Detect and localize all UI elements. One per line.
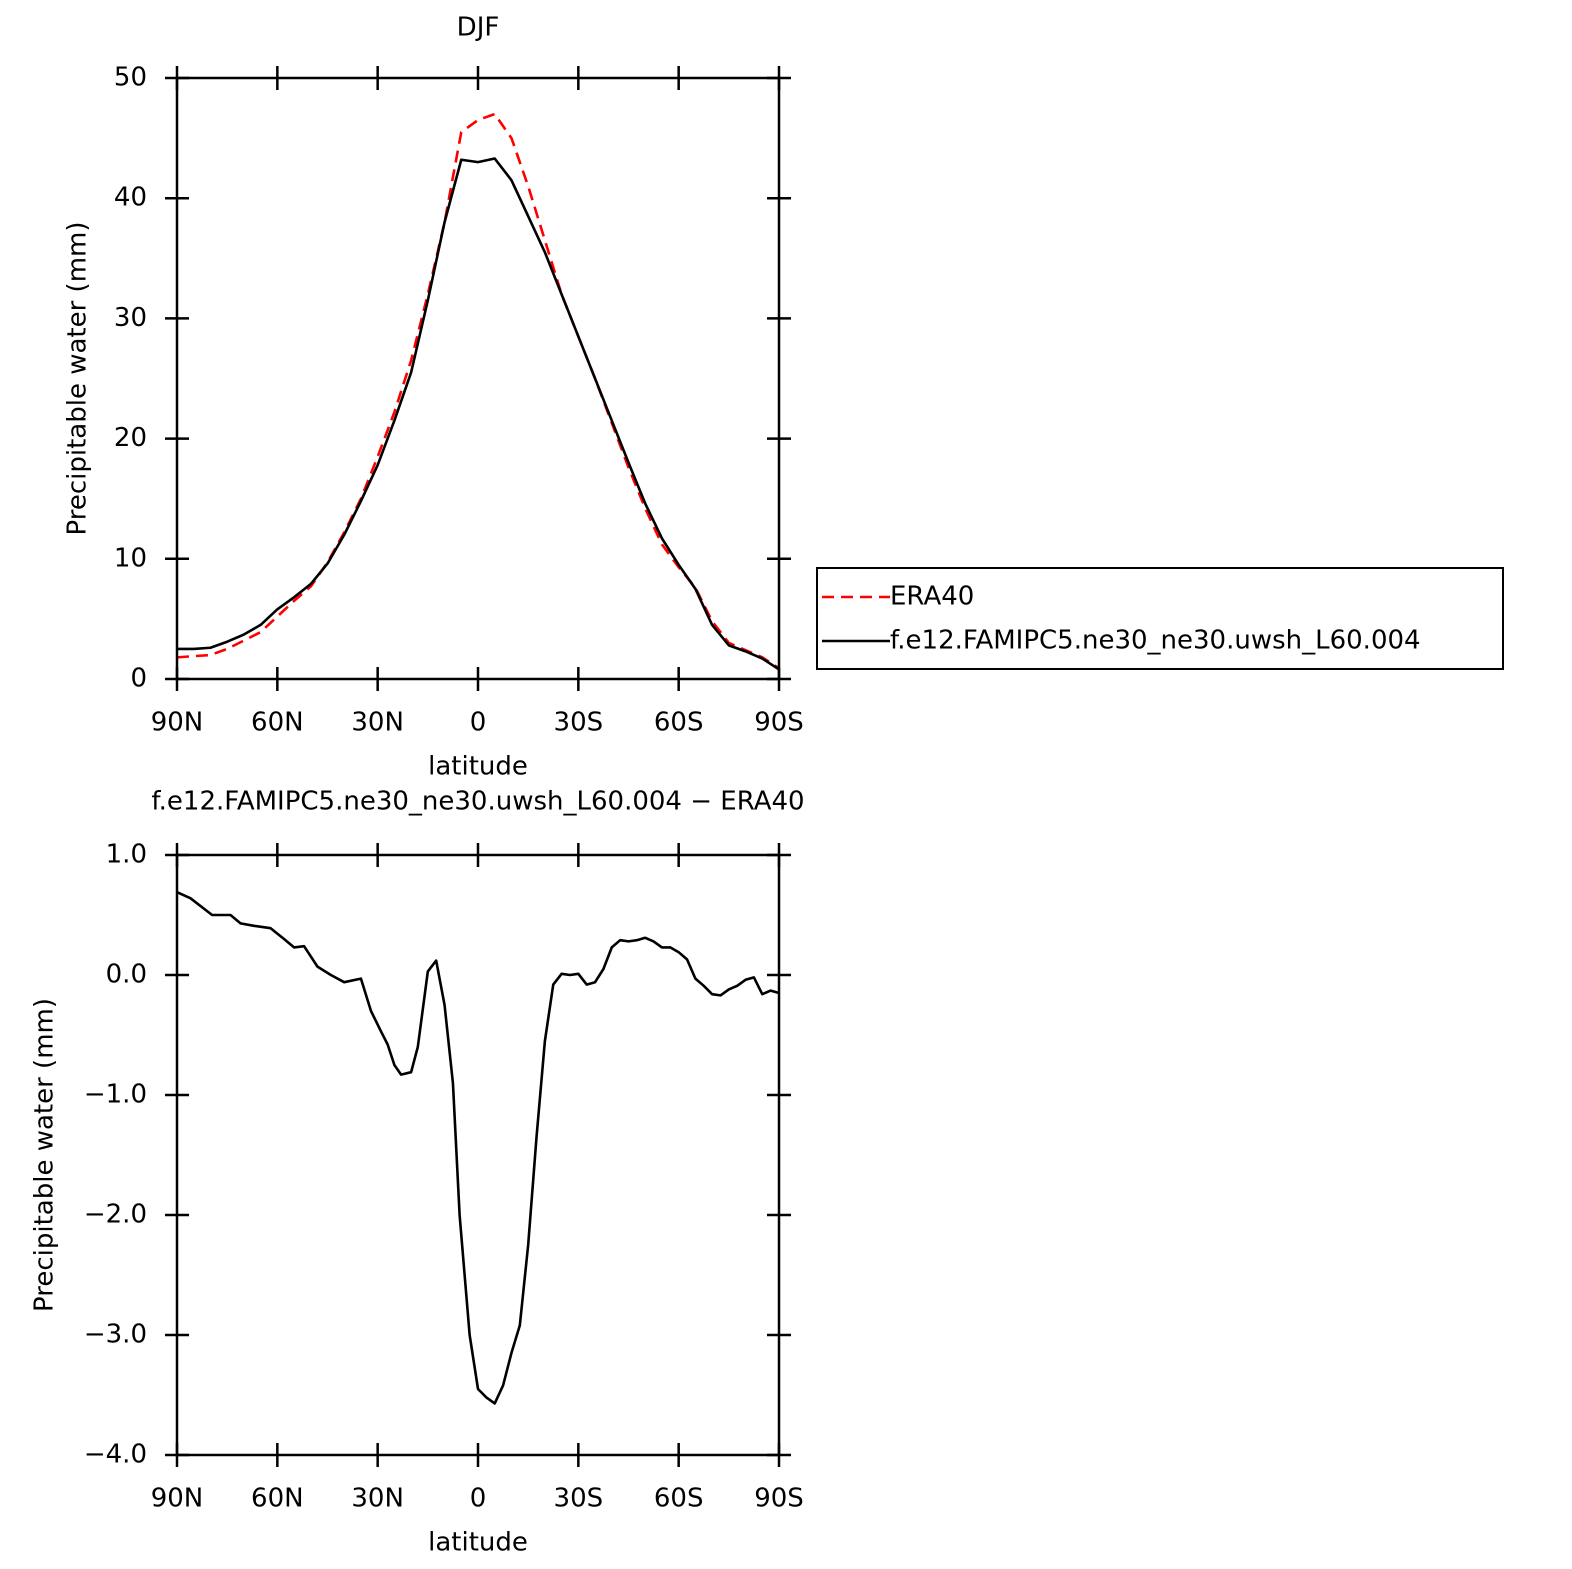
plot-frame: [175, 76, 781, 681]
y-tick-label: 0: [130, 664, 147, 694]
x-axis-label: latitude: [428, 752, 528, 782]
y-tick-label: 50: [114, 63, 147, 93]
chart-title: f.e12.FAMIPC5.ne30_ne30.uwsh_L60.004 − E…: [151, 787, 804, 817]
x-tick-label: 30S: [554, 1484, 604, 1514]
x-tick-label: 30S: [554, 708, 604, 738]
x-tick-label: 60S: [654, 708, 704, 738]
y-tick-label: −4.0: [84, 1440, 147, 1470]
x-tick-label: 90S: [754, 1484, 804, 1514]
x-tick-label: 0: [470, 1484, 487, 1514]
data-line: [177, 157, 780, 671]
x-tick-label: 90S: [754, 708, 804, 738]
x-tick-label: 60S: [654, 1484, 704, 1514]
legend-label: ERA40: [890, 582, 974, 612]
x-tick-label: 30N: [351, 708, 404, 738]
y-tick-label: −1.0: [84, 1080, 147, 1110]
y-tick-label: −3.0: [84, 1320, 147, 1350]
x-tick-label: 30N: [351, 1484, 404, 1514]
data-line: [176, 112, 780, 670]
x-axis-label: latitude: [428, 1528, 528, 1558]
y-axis-label: Precipitable water (mm): [30, 998, 60, 1312]
plot-frame: [175, 853, 781, 1457]
legend-label: f.e12.FAMIPC5.ne30_ne30.uwsh_L60.004: [890, 626, 1421, 656]
x-tick-label: 90N: [151, 1484, 204, 1514]
y-tick-label: 1.0: [106, 840, 147, 870]
y-tick-label: 40: [114, 183, 147, 213]
y-tick-label: −2.0: [84, 1200, 147, 1230]
y-tick-label: 0.0: [106, 960, 147, 990]
y-axis-label: Precipitable water (mm): [63, 222, 93, 536]
x-tick-label: 90N: [151, 708, 204, 738]
data-line: [176, 891, 780, 1405]
x-tick-label: 0: [470, 708, 487, 738]
legend-box: [816, 567, 1504, 670]
x-tick-label: 60N: [251, 708, 304, 738]
y-tick-label: 10: [114, 543, 147, 573]
y-tick-label: 20: [114, 423, 147, 453]
y-tick-label: 30: [114, 303, 147, 333]
x-tick-label: 60N: [251, 1484, 304, 1514]
chart-title: DJF: [457, 13, 500, 43]
